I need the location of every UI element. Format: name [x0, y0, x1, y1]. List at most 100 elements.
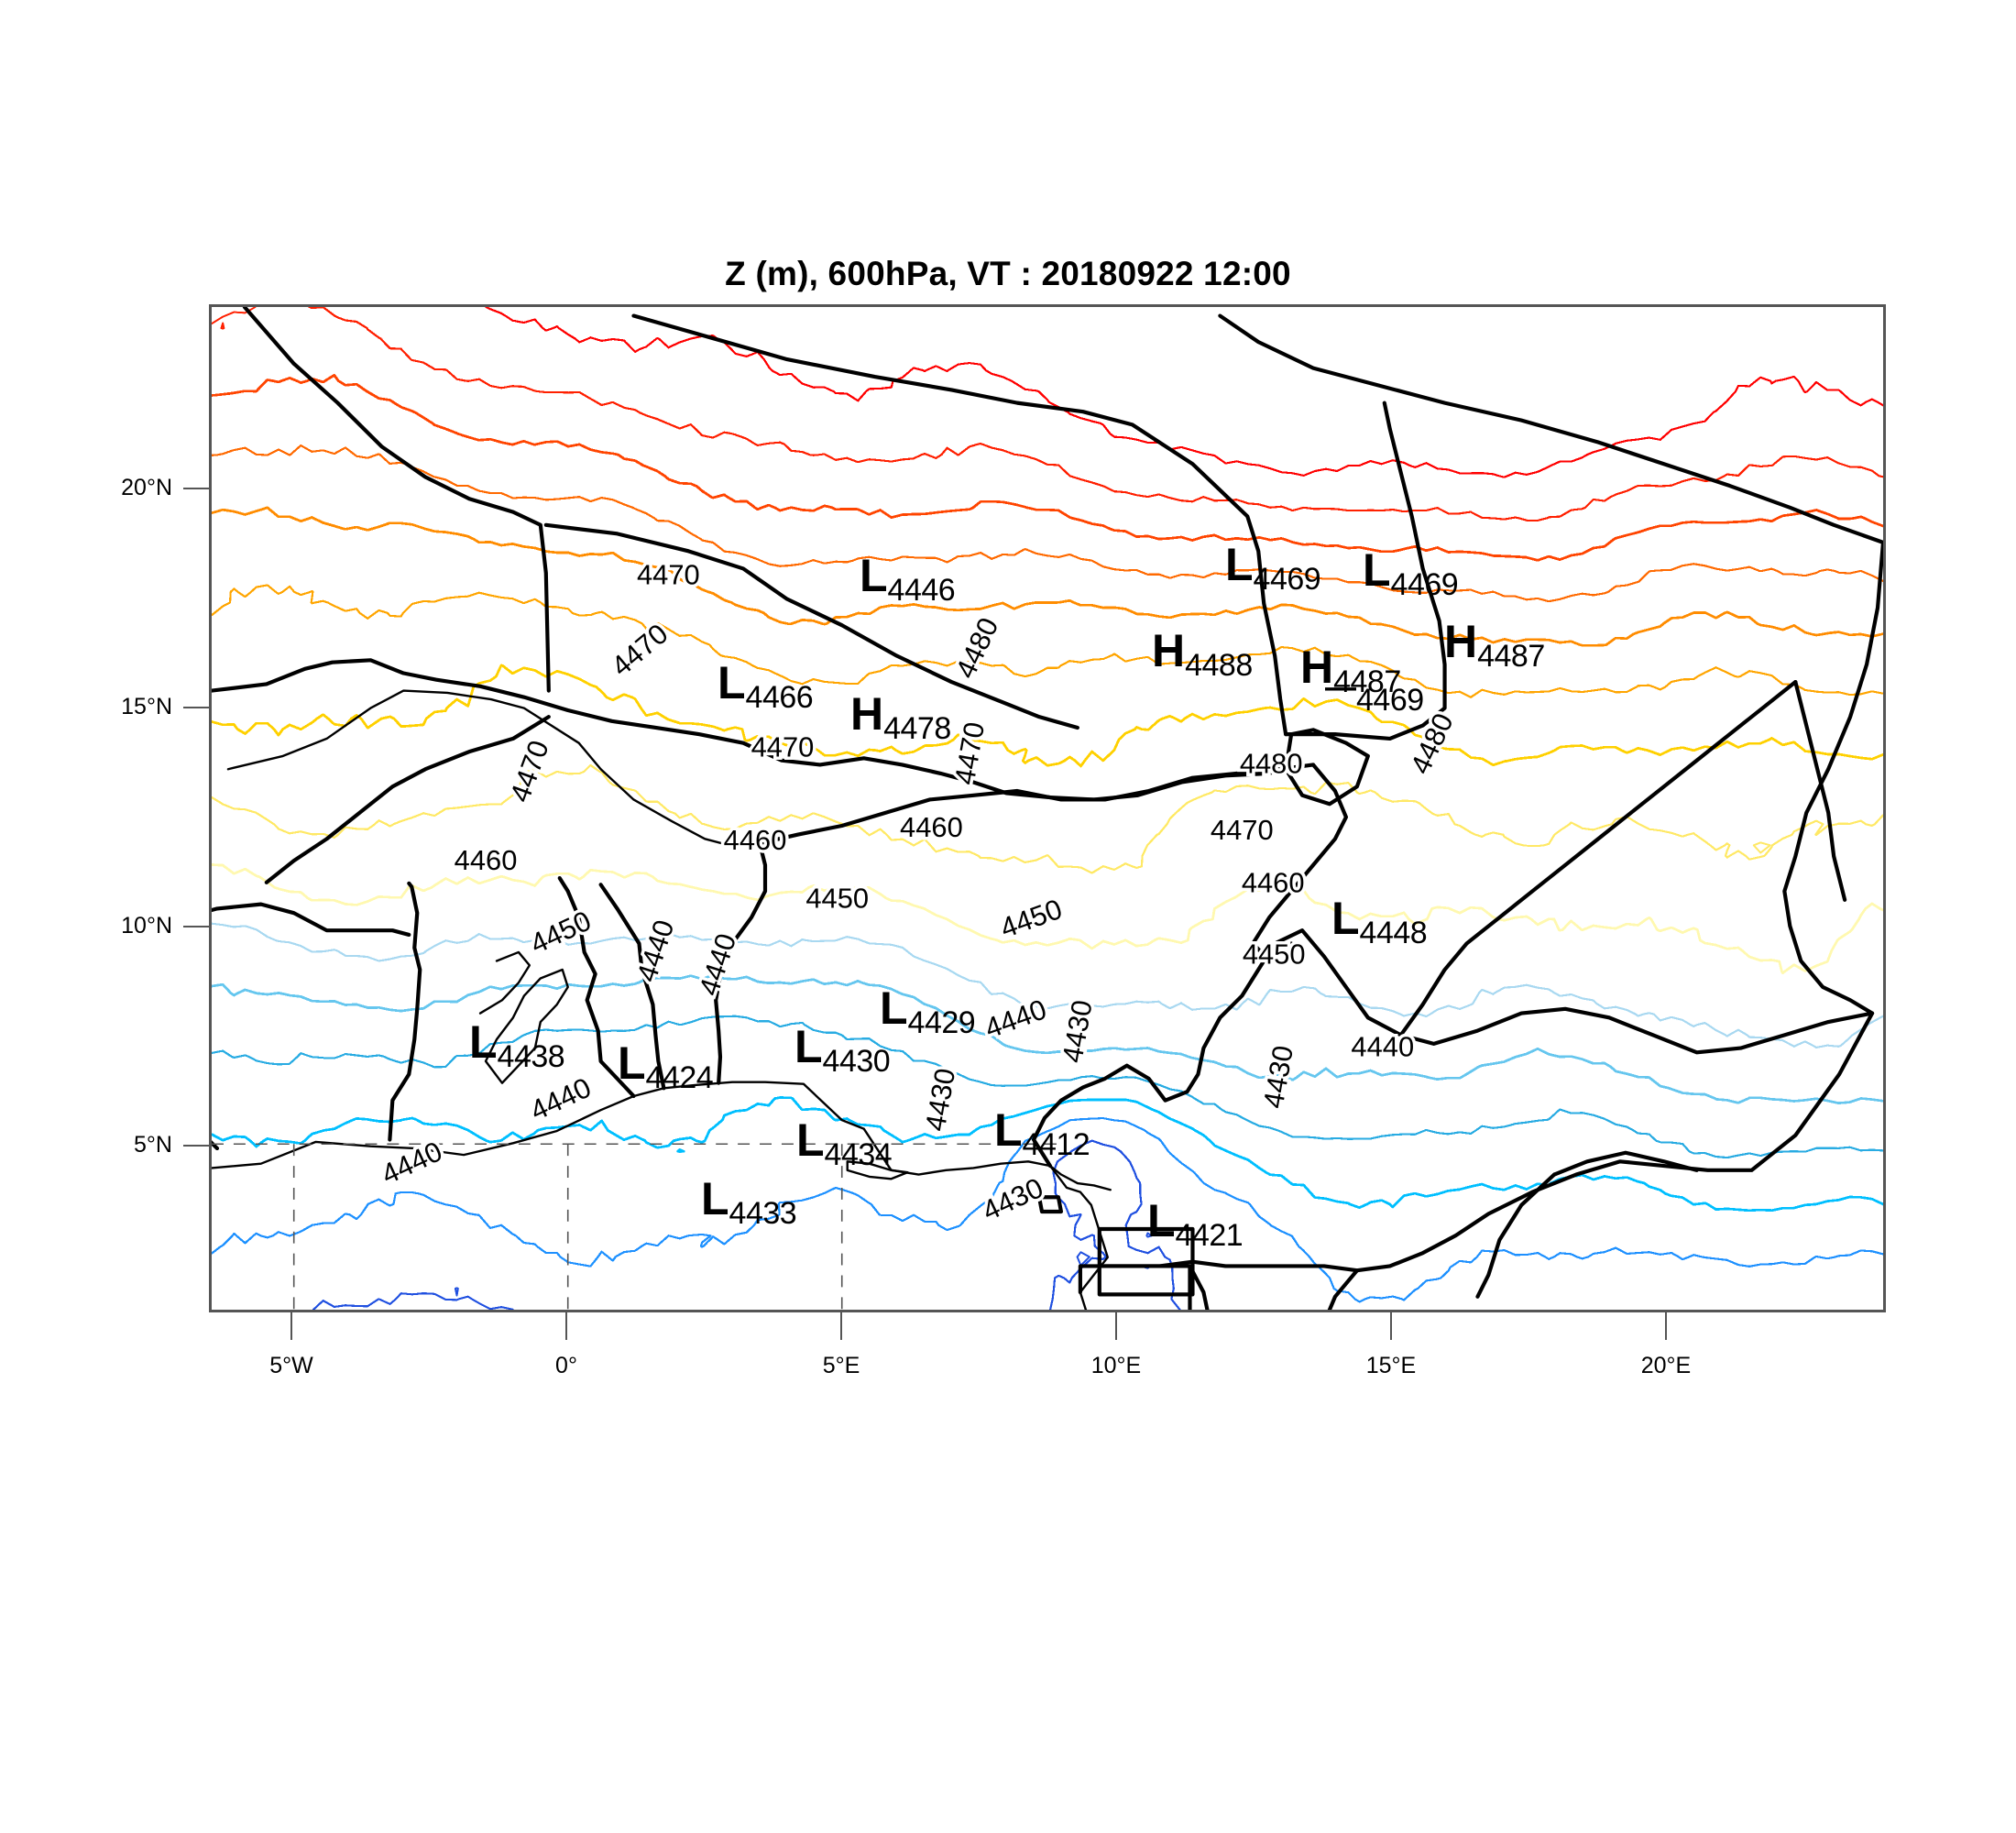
contour-4470 — [212, 508, 708, 592]
contour-4475 — [212, 445, 892, 566]
contour-4420 — [313, 1299, 390, 1310]
contour-4485 — [309, 307, 445, 369]
contour-4425 — [212, 1118, 1114, 1267]
contour-4475 — [212, 445, 1727, 601]
contour-4470 — [212, 508, 948, 624]
contour-4490 — [487, 307, 859, 401]
contour-4490 — [487, 307, 834, 391]
contour-4425 — [1405, 1248, 1883, 1300]
contour-4475 — [212, 445, 1738, 601]
contour-4480 — [212, 375, 1382, 551]
contour-4485 — [1203, 456, 1883, 521]
contour-4490 — [487, 307, 575, 339]
contour-4460 — [212, 665, 503, 735]
contour-4480 — [212, 375, 903, 517]
contour-4450 — [212, 865, 583, 906]
contour-4450 — [1214, 883, 1883, 972]
contour-4475 — [212, 445, 1103, 566]
contour-4480 — [212, 375, 1072, 518]
contour-4440 — [212, 975, 713, 1011]
contour-4470 — [1663, 612, 1883, 637]
contour-4445 — [212, 924, 990, 993]
contour-4430 — [212, 1118, 705, 1147]
high-center-marker: H4478 — [850, 691, 951, 737]
contour-4480 — [212, 378, 301, 395]
contour-4445 — [212, 924, 290, 943]
contour-4450 — [212, 865, 836, 906]
contour-4485 — [941, 444, 1883, 521]
contour-4455 — [212, 765, 705, 838]
contour-4455 — [212, 765, 1248, 873]
extremum-symbol: L — [794, 1021, 823, 1072]
contour-4485 — [309, 307, 434, 369]
contour-4485 — [309, 307, 958, 462]
contour-4455 — [1765, 815, 1883, 855]
contour-4470 — [212, 508, 1838, 645]
contour-4475 — [212, 445, 1337, 579]
contour-4440 — [212, 975, 1297, 1080]
contour-4490 — [487, 307, 1494, 476]
contour-4485 — [309, 307, 1314, 510]
contour-4425 — [212, 1188, 970, 1267]
contour-4460 — [212, 665, 802, 747]
contour-4425 — [212, 1188, 914, 1267]
contour-4485 — [309, 307, 1448, 513]
contour-4485 — [309, 307, 978, 462]
extremum-symbol: L — [1225, 539, 1254, 590]
contour-4480 — [212, 375, 973, 517]
contour-4440 — [212, 984, 431, 1011]
y-axis-label: 15°N — [35, 694, 172, 720]
contour-label: 4480 — [1404, 708, 1460, 779]
contour-4450 — [1468, 904, 1883, 973]
contour-4490 — [487, 307, 1226, 464]
contour-4490 — [487, 307, 509, 318]
contour-4475 — [212, 445, 1762, 601]
contour-4490 — [487, 307, 559, 331]
contour-4480 — [212, 375, 514, 445]
low-center-marker: L4446 — [860, 553, 955, 598]
contour-4450 — [212, 865, 275, 888]
ocean-graticule-group — [212, 1144, 1061, 1310]
contour-4490 — [487, 307, 1159, 443]
contour-4455 — [212, 797, 422, 838]
contour-4475 — [212, 445, 1003, 566]
contour-4425 — [212, 1120, 1069, 1266]
contour-4440 — [212, 984, 590, 1011]
contour-4475 — [290, 445, 1883, 601]
contour-4455 — [212, 797, 274, 824]
contour-4485 — [309, 307, 1771, 521]
contour-4465 — [212, 585, 276, 615]
contour-4480 — [212, 375, 1080, 520]
contour-4485 — [309, 307, 668, 423]
contour-4455 — [212, 797, 434, 838]
contour-4480 — [212, 375, 780, 510]
y-axis-label: 5°N — [35, 1132, 172, 1158]
contour-4450 — [212, 865, 1281, 949]
contour-4465 — [212, 585, 669, 629]
contour-4435 — [212, 1022, 680, 1068]
contour-4490 — [487, 307, 1737, 477]
contour-4490 — [487, 307, 981, 401]
contour-4490 — [487, 307, 1170, 449]
contour-4475 — [212, 445, 1861, 601]
contour-4455 — [393, 765, 1883, 873]
contour-4435 — [212, 1051, 401, 1065]
contour-4490 — [487, 307, 1583, 477]
contour-4465 — [212, 585, 546, 618]
contour-4485 — [309, 307, 1724, 521]
contour-4490 — [487, 307, 1472, 476]
contour-4475 — [212, 445, 445, 479]
contour-4455 — [212, 765, 1574, 873]
contour-4465 — [212, 585, 312, 615]
volta-arm — [480, 952, 530, 1014]
contour-4490 — [487, 307, 1696, 477]
contour-4440 — [212, 984, 602, 1011]
contour-4430 — [212, 1097, 1304, 1185]
contour-4440 — [212, 984, 423, 1011]
contour-4425 — [212, 1225, 312, 1254]
contour-4455 — [1187, 783, 1883, 860]
contour-4485 — [309, 307, 1804, 521]
contour-4470 — [212, 508, 1203, 624]
contour-4465 — [212, 585, 522, 618]
contour-4440 — [212, 984, 445, 1011]
